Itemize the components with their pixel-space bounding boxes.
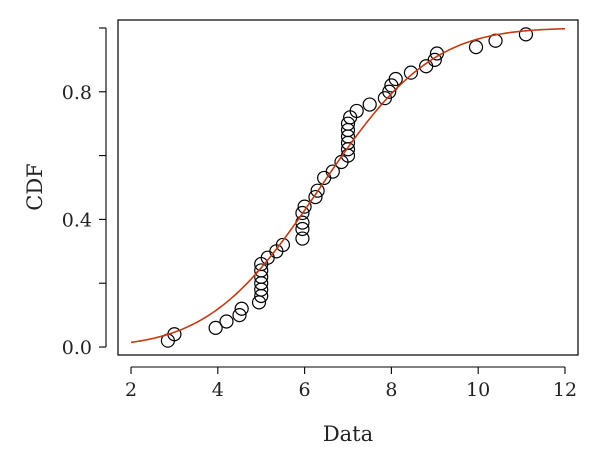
series-layer: [130, 27, 566, 348]
x-tick-label: 12: [553, 379, 577, 401]
plot-frame: [117, 19, 579, 356]
x-tick-label: 2: [125, 379, 137, 401]
data-point: [254, 263, 269, 278]
data-point: [295, 205, 310, 221]
data-point: [388, 71, 403, 87]
x-tick-label: 4: [212, 379, 224, 401]
y-axis: 0.0 0.4 0.8: [62, 27, 107, 359]
data-point: [295, 231, 310, 246]
y-axis-label: CDF: [23, 163, 47, 210]
data-point: [234, 301, 249, 316]
data-point: [468, 40, 484, 55]
data-point: [349, 103, 364, 119]
data-point: [310, 183, 325, 198]
x-tick-label: 8: [385, 379, 397, 401]
x-axis: 2 4 6 8 10 12: [125, 366, 577, 401]
data-point: [308, 189, 323, 205]
data-point: [382, 84, 397, 99]
data-point: [518, 27, 534, 42]
data-point: [232, 308, 247, 323]
data-point: [208, 320, 223, 335]
data-point: [427, 52, 442, 67]
y-tick-label: 0.8: [62, 82, 92, 104]
data-point: [403, 65, 419, 80]
data-point: [325, 164, 340, 179]
x-tick-label: 6: [299, 379, 311, 401]
data-point: [275, 237, 291, 253]
x-axis-label: Data: [323, 422, 373, 446]
data-point: [362, 97, 377, 112]
fitted-cdf-line: [130, 27, 566, 344]
x-tick-label: 10: [466, 379, 490, 401]
y-tick-label: 0.0: [62, 337, 92, 359]
y-tick-label: 0.4: [62, 209, 92, 231]
data-point: [340, 116, 356, 131]
data-point: [297, 199, 312, 214]
data-point: [295, 221, 310, 237]
data-point: [219, 314, 234, 329]
